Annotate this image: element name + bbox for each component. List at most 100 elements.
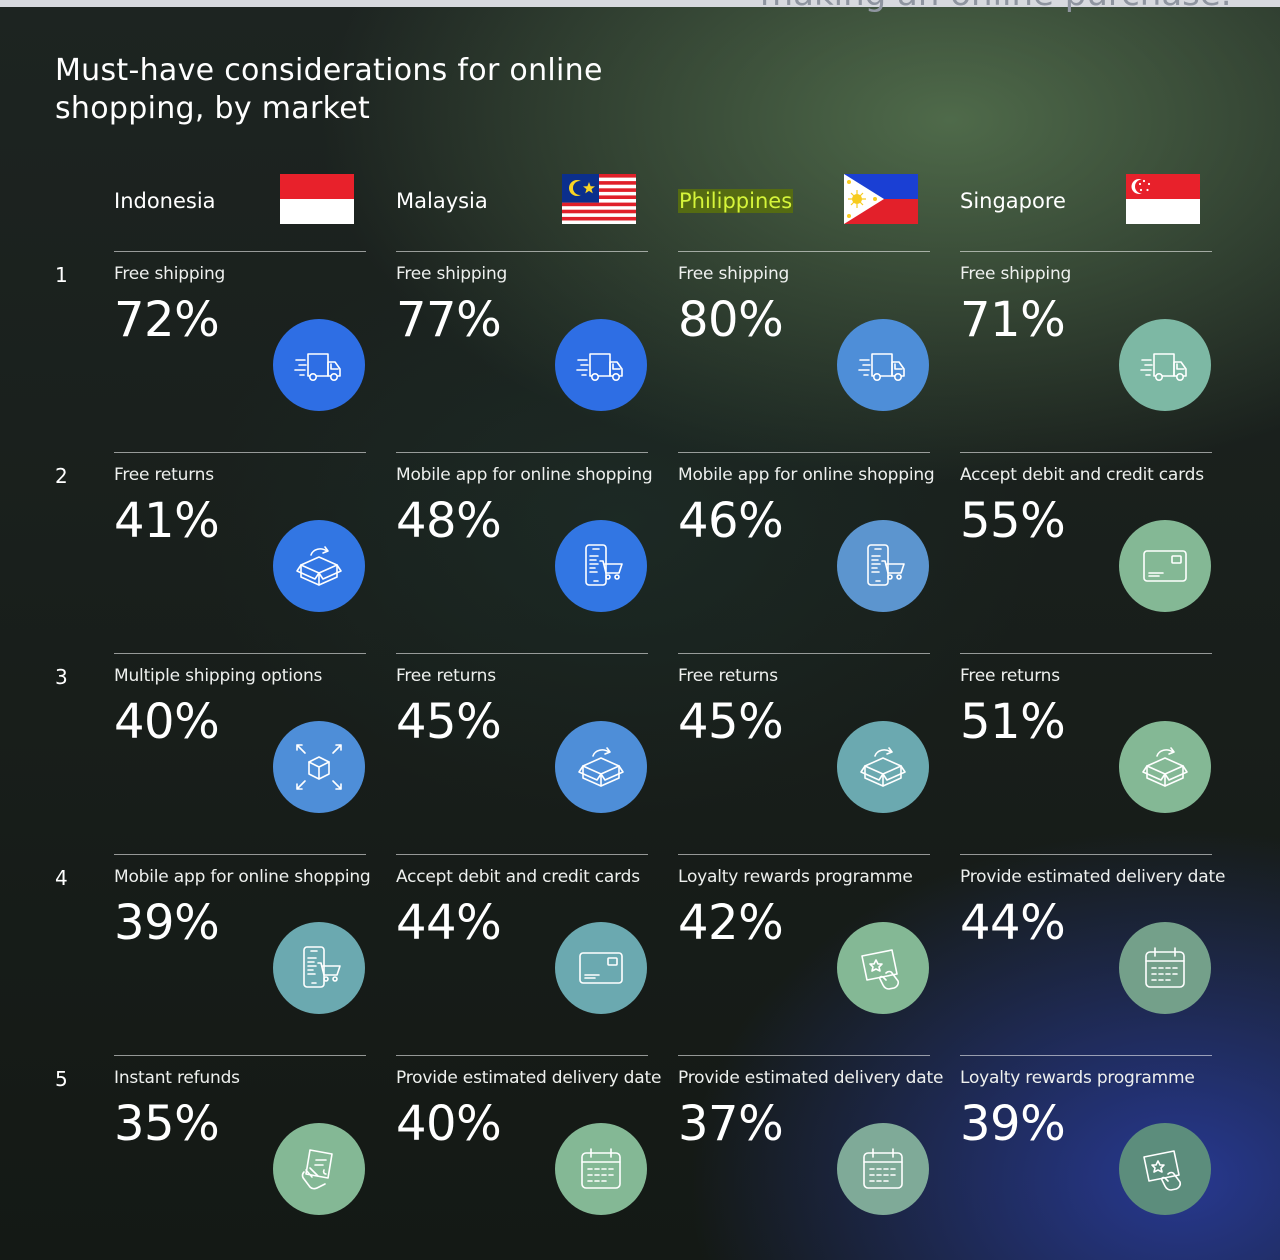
- market-name: Philippines: [678, 189, 794, 213]
- consideration-cell: Provide estimated delivery date 44%: [960, 854, 1225, 1025]
- return-box-icon: [837, 721, 929, 813]
- consideration-cell: Free returns 41%: [114, 452, 366, 623]
- consideration-label: Accept debit and credit cards: [960, 465, 1204, 485]
- consideration-cell: Mobile app for online shopping 46%: [678, 452, 935, 623]
- mobile-cart-icon: [273, 922, 365, 1014]
- delivery-truck-icon: [837, 319, 929, 411]
- return-box-icon: [1119, 721, 1211, 813]
- consideration-label: Mobile app for online shopping: [114, 867, 371, 887]
- consideration-value: 45%: [678, 694, 784, 750]
- consideration-label: Free shipping: [396, 264, 508, 284]
- consideration-value: 35%: [114, 1096, 220, 1152]
- consideration-cell: Mobile app for online shopping 48%: [396, 452, 653, 623]
- market-header-singapore: Singapore: [960, 172, 1220, 228]
- consideration-label: Provide estimated delivery date: [396, 1068, 662, 1088]
- consideration-cell: Multiple shipping options 40%: [114, 653, 366, 824]
- mobile-cart-icon: [837, 520, 929, 612]
- consideration-label: Multiple shipping options: [114, 666, 323, 686]
- consideration-cell: Free shipping 77%: [396, 251, 648, 422]
- consideration-cell: Instant refunds 35%: [114, 1055, 366, 1226]
- rank-number: 3: [55, 665, 68, 689]
- consideration-label: Mobile app for online shopping: [678, 465, 935, 485]
- delivery-truck-icon: [273, 319, 365, 411]
- rank-number: 5: [55, 1067, 68, 1091]
- consideration-cell: Loyalty rewards programme 42%: [678, 854, 930, 1025]
- consideration-cell: Free shipping 80%: [678, 251, 930, 422]
- consideration-cell: Provide estimated delivery date 40%: [396, 1055, 661, 1226]
- consideration-cell: Free shipping 72%: [114, 251, 366, 422]
- consideration-value: 48%: [396, 493, 502, 549]
- calendar-icon: [555, 1123, 647, 1215]
- market-header-indonesia: Indonesia: [114, 172, 374, 228]
- cropped-header-text: making an online purchase.: [760, 0, 1232, 14]
- consideration-cell: Free shipping 71%: [960, 251, 1212, 422]
- consideration-value: 40%: [114, 694, 220, 750]
- return-box-icon: [555, 721, 647, 813]
- consideration-value: 55%: [960, 493, 1066, 549]
- consideration-value: 42%: [678, 895, 784, 951]
- market-name: Malaysia: [396, 189, 488, 213]
- market-name: Indonesia: [114, 189, 216, 213]
- consideration-label: Free returns: [114, 465, 214, 485]
- consideration-value: 40%: [396, 1096, 502, 1152]
- delivery-truck-icon: [1119, 319, 1211, 411]
- consideration-cell: Free returns 45%: [678, 653, 930, 824]
- consideration-value: 46%: [678, 493, 784, 549]
- consideration-label: Instant refunds: [114, 1068, 240, 1088]
- delivery-truck-icon: [555, 319, 647, 411]
- consideration-value: 77%: [396, 292, 502, 348]
- consideration-cell: Accept debit and credit cards 44%: [396, 854, 648, 1025]
- consideration-label: Free shipping: [678, 264, 790, 284]
- rank-number: 1: [55, 263, 68, 287]
- consideration-label: Free returns: [396, 666, 496, 686]
- market-header-philippines: Philippines: [678, 172, 938, 228]
- consideration-value: 39%: [114, 895, 220, 951]
- window-top-bar: [0, 0, 1280, 7]
- consideration-label: Provide estimated delivery date: [960, 867, 1226, 887]
- consideration-value: 71%: [960, 292, 1066, 348]
- consideration-label: Free returns: [678, 666, 778, 686]
- loyalty-card-icon: [1119, 1123, 1211, 1215]
- credit-card-icon: [1119, 520, 1211, 612]
- credit-card-icon: [555, 922, 647, 1014]
- consideration-value: 72%: [114, 292, 220, 348]
- chart-title: Must-have considerations for online shop…: [55, 53, 603, 126]
- box-options-icon: [273, 721, 365, 813]
- return-box-icon: [273, 520, 365, 612]
- mobile-cart-icon: [555, 520, 647, 612]
- consideration-label: Free returns: [960, 666, 1060, 686]
- consideration-cell: Free returns 45%: [396, 653, 648, 824]
- malaysia-flag: [562, 174, 636, 224]
- consideration-value: 45%: [396, 694, 502, 750]
- consideration-value: 44%: [396, 895, 502, 951]
- consideration-cell: Provide estimated delivery date 37%: [678, 1055, 943, 1226]
- loyalty-card-icon: [837, 922, 929, 1014]
- rank-number: 4: [55, 866, 68, 890]
- calendar-icon: [837, 1123, 929, 1215]
- consideration-cell: Loyalty rewards programme 39%: [960, 1055, 1212, 1226]
- consideration-label: Free shipping: [114, 264, 226, 284]
- consideration-value: 41%: [114, 493, 220, 549]
- indonesia-flag: [280, 174, 354, 224]
- consideration-label: Mobile app for online shopping: [396, 465, 653, 485]
- rank-number: 2: [55, 464, 68, 488]
- consideration-label: Accept debit and credit cards: [396, 867, 640, 887]
- market-header-malaysia: Malaysia: [396, 172, 656, 228]
- singapore-flag: [1126, 174, 1200, 224]
- consideration-value: 37%: [678, 1096, 784, 1152]
- consideration-label: Loyalty rewards programme: [960, 1068, 1195, 1088]
- consideration-label: Provide estimated delivery date: [678, 1068, 944, 1088]
- consideration-label: Free shipping: [960, 264, 1072, 284]
- consideration-cell: Mobile app for online shopping 39%: [114, 854, 371, 1025]
- refund-hand-icon: [273, 1123, 365, 1215]
- market-name: Singapore: [960, 189, 1066, 213]
- philippines-flag: [844, 174, 918, 224]
- consideration-value: 44%: [960, 895, 1066, 951]
- consideration-cell: Free returns 51%: [960, 653, 1212, 824]
- consideration-label: Loyalty rewards programme: [678, 867, 913, 887]
- consideration-value: 39%: [960, 1096, 1066, 1152]
- consideration-value: 80%: [678, 292, 784, 348]
- consideration-value: 51%: [960, 694, 1066, 750]
- consideration-cell: Accept debit and credit cards 55%: [960, 452, 1212, 623]
- calendar-icon: [1119, 922, 1211, 1014]
